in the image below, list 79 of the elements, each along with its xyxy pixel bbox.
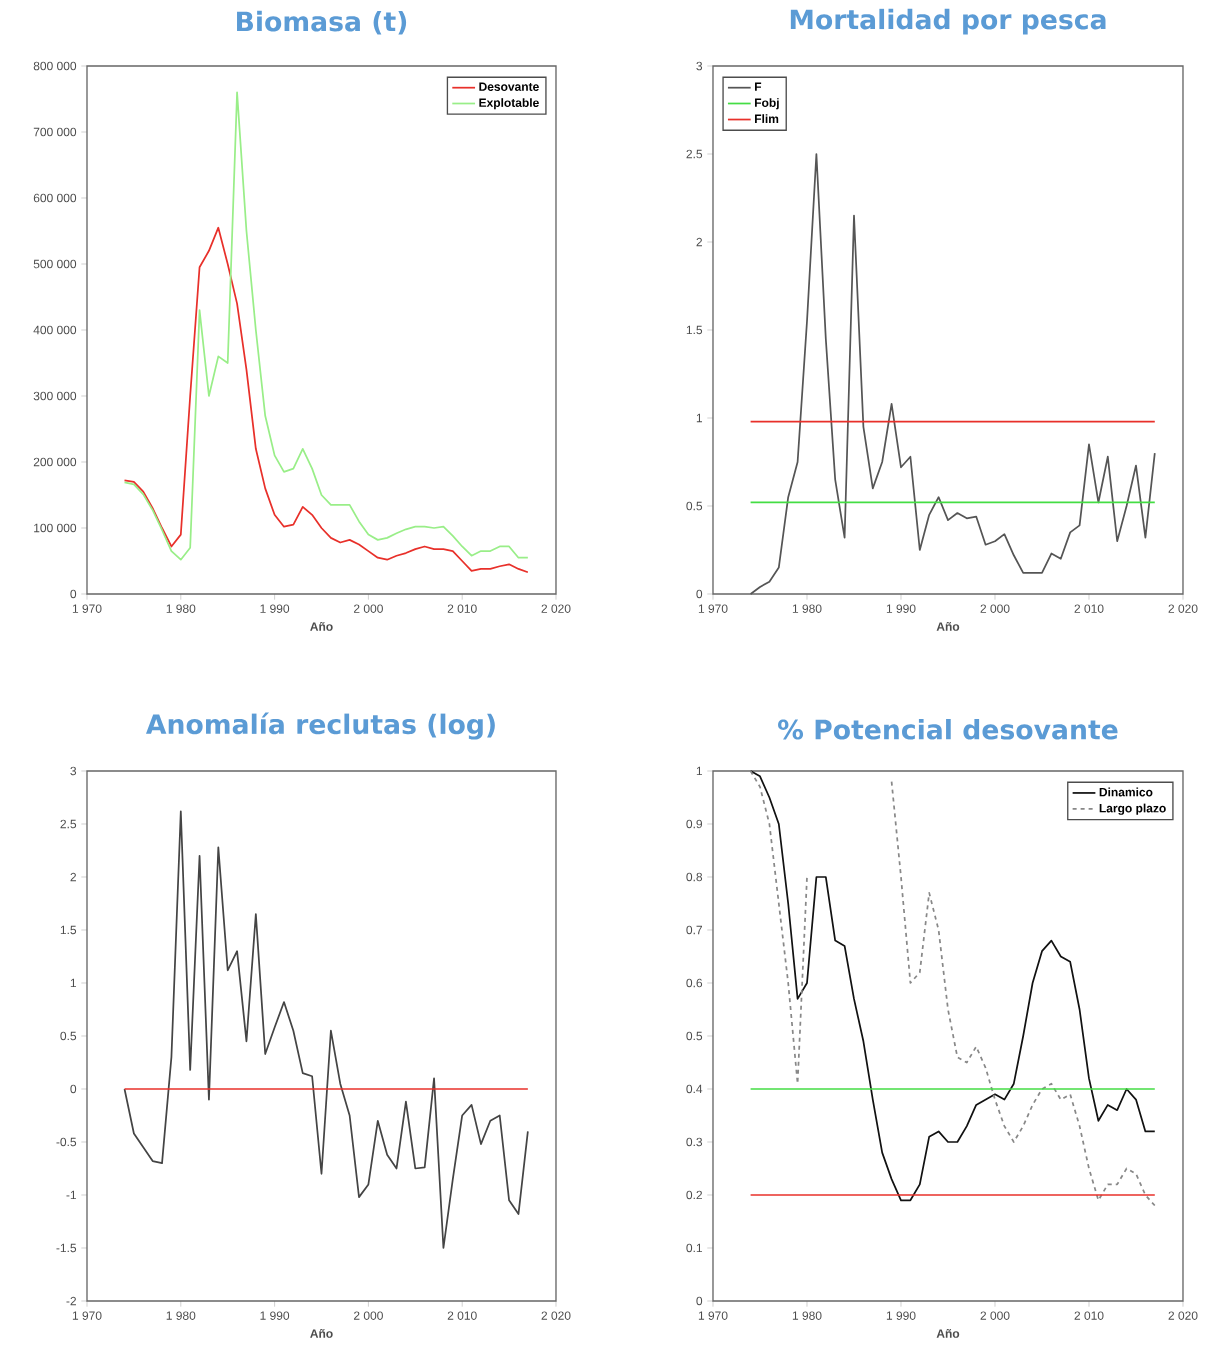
x-tick-label: 2 010 bbox=[447, 604, 477, 613]
y-tick-label: 0.6 bbox=[686, 978, 703, 988]
y-tick-label: 0 bbox=[70, 1084, 77, 1094]
y-tick-label: 1 bbox=[70, 978, 77, 988]
x-axis-title: Año bbox=[936, 622, 960, 631]
y-tick-label: 1 bbox=[696, 413, 703, 423]
y-tick-label: 0.5 bbox=[686, 501, 703, 511]
x-tick-label: 1 980 bbox=[166, 604, 196, 613]
x-tick-label: 2 000 bbox=[980, 1311, 1010, 1320]
y-tick-label: 0.3 bbox=[686, 1137, 703, 1147]
x-tick-label: 2 020 bbox=[1168, 1311, 1198, 1320]
line-series bbox=[123, 226, 529, 574]
x-tick-label: 2 000 bbox=[980, 604, 1010, 613]
y-tick-label: -2 bbox=[66, 1296, 76, 1306]
y-tick-label: 400 000 bbox=[33, 325, 77, 335]
legend-label: Explotable bbox=[479, 98, 539, 110]
y-tick-label: 1.5 bbox=[686, 325, 703, 335]
y-tick-label: 0.9 bbox=[686, 819, 703, 829]
x-axis-title: Año bbox=[310, 622, 333, 631]
x-tick-label: 1 970 bbox=[698, 1311, 728, 1320]
y-tick-label: 0.4 bbox=[686, 1084, 703, 1094]
chart-title: Biomasa (t) bbox=[237, 10, 407, 35]
y-tick-label: 0 bbox=[696, 589, 703, 599]
x-tick-label: 1 980 bbox=[792, 1311, 822, 1320]
legend-label: Desovante bbox=[479, 82, 539, 91]
y-tick-label: -1 bbox=[66, 1190, 77, 1200]
x-tick-label: 2 020 bbox=[1168, 604, 1198, 613]
y-tick-label: 3 bbox=[696, 61, 703, 71]
y-tick-label: 800 000 bbox=[33, 61, 77, 71]
chart-title: % Potencial desovante bbox=[778, 718, 1118, 740]
legend-label: Largo plazo bbox=[1099, 803, 1166, 815]
y-tick-label: 3 bbox=[70, 766, 77, 776]
y-tick-label: 500 000 bbox=[33, 259, 77, 269]
chart-title: Anomalía reclutas (log) bbox=[145, 712, 495, 740]
x-tick-label: 1 980 bbox=[166, 1311, 196, 1320]
x-tick-label: 1 990 bbox=[886, 1311, 916, 1320]
y-tick-label: 700 000 bbox=[33, 127, 77, 137]
y-tick-label: 600 000 bbox=[33, 193, 77, 203]
y-tick-label: 0 bbox=[70, 589, 77, 599]
x-tick-label: 2 020 bbox=[541, 1311, 571, 1320]
x-axis-title: Año bbox=[310, 1329, 333, 1338]
x-tick-label: 1 990 bbox=[260, 604, 290, 613]
y-tick-label: 1 bbox=[696, 766, 703, 776]
x-tick-label: 1 990 bbox=[886, 604, 916, 613]
y-tick-label: 0.8 bbox=[686, 872, 703, 882]
y-tick-label: 0.5 bbox=[686, 1031, 703, 1041]
y-tick-label: 0.2 bbox=[686, 1190, 702, 1200]
x-tick-label: 1 970 bbox=[72, 1311, 102, 1320]
y-tick-label: 100 000 bbox=[34, 523, 77, 533]
x-tick-label: 2 010 bbox=[1074, 1311, 1104, 1320]
x-tick-label: 1 970 bbox=[72, 604, 102, 613]
x-tick-label: 1 990 bbox=[260, 1311, 290, 1320]
y-tick-label: 0.7 bbox=[686, 925, 702, 935]
y-tick-label: 200 000 bbox=[33, 457, 77, 467]
x-tick-label: 2 010 bbox=[447, 1311, 477, 1320]
line-series bbox=[123, 810, 529, 1249]
x-axis-title: Año bbox=[936, 1329, 960, 1338]
y-tick-label: -0.5 bbox=[56, 1137, 77, 1147]
x-tick-label: 2 000 bbox=[353, 604, 383, 613]
y-tick-label: 0.1 bbox=[686, 1243, 703, 1253]
x-tick-label: 2 000 bbox=[353, 1311, 383, 1320]
y-tick-label: 1.5 bbox=[60, 925, 77, 935]
y-tick-label: 2 bbox=[696, 237, 702, 247]
y-tick-label: 2.5 bbox=[686, 149, 703, 159]
y-tick-label: 2.5 bbox=[60, 819, 77, 829]
legend-label: F bbox=[755, 82, 762, 91]
x-tick-label: 1 980 bbox=[792, 604, 822, 613]
x-tick-label: 1 970 bbox=[698, 604, 728, 613]
legend-label: Flim bbox=[755, 114, 779, 123]
y-tick-label: -1.5 bbox=[56, 1243, 77, 1253]
y-tick-label: 0.5 bbox=[60, 1031, 77, 1041]
y-tick-label: 300 000 bbox=[33, 391, 77, 401]
legend-label: Fobj bbox=[755, 98, 779, 110]
x-tick-label: 2 010 bbox=[1074, 604, 1104, 613]
y-tick-label: 0 bbox=[696, 1296, 703, 1306]
y-tick-label: 2 bbox=[70, 872, 76, 882]
chart-title: Mortalidad por pesca bbox=[790, 8, 1106, 35]
legend-label: Dinamico bbox=[1099, 787, 1153, 797]
x-tick-label: 2 020 bbox=[541, 604, 571, 613]
